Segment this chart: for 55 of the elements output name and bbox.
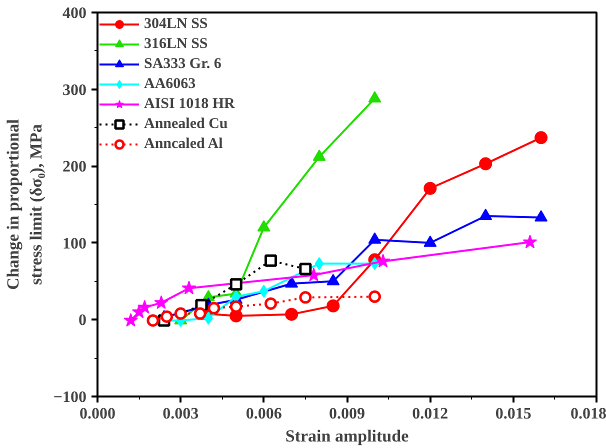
legend-label: AISI 1018 HR bbox=[144, 96, 235, 112]
point bbox=[230, 278, 242, 291]
point bbox=[285, 308, 298, 321]
point bbox=[314, 257, 324, 270]
point bbox=[368, 290, 381, 303]
y-tick-label: 200 bbox=[62, 158, 86, 176]
point bbox=[326, 299, 340, 312]
point bbox=[264, 297, 278, 310]
point bbox=[182, 280, 196, 294]
point bbox=[376, 254, 390, 268]
legend-label: Annealed Cu bbox=[144, 116, 228, 132]
point bbox=[368, 232, 382, 244]
x-tick-label: 0.009 bbox=[329, 406, 365, 422]
x-tick-label: 0.015 bbox=[495, 406, 532, 422]
point bbox=[312, 149, 326, 161]
y-tick-label: 100 bbox=[62, 235, 86, 252]
y-tick-label: −100 bbox=[53, 389, 87, 406]
x-axis-title: Strain amplitude bbox=[285, 426, 410, 446]
point bbox=[257, 220, 270, 232]
y-tick-label: 0 bbox=[78, 312, 86, 330]
legend-label: AA6063 bbox=[144, 76, 196, 92]
x-tick-label: 0.012 bbox=[412, 406, 448, 422]
legend-label: 316LN SS bbox=[144, 36, 208, 52]
point bbox=[230, 300, 242, 313]
y-axis-title: Change in proportional stress limit (δσ₀), MPa bbox=[4, 118, 46, 290]
point bbox=[124, 312, 138, 327]
point bbox=[285, 276, 298, 288]
point bbox=[208, 302, 220, 314]
point bbox=[534, 210, 548, 222]
point bbox=[264, 254, 278, 267]
y-tick-label: 400 bbox=[62, 5, 86, 22]
point bbox=[137, 300, 152, 314]
legend-label: SA333 Gr. 6 bbox=[144, 56, 222, 72]
point bbox=[194, 307, 206, 320]
point bbox=[299, 262, 312, 276]
point bbox=[424, 235, 437, 247]
y-tick-label: 300 bbox=[62, 82, 86, 99]
point bbox=[204, 312, 213, 325]
point bbox=[522, 234, 538, 248]
point bbox=[424, 182, 437, 195]
point bbox=[479, 157, 492, 170]
x-tick-label: 0.006 bbox=[246, 406, 282, 422]
point bbox=[326, 274, 340, 286]
x-tick-label: 0.000 bbox=[80, 406, 116, 422]
point bbox=[154, 295, 168, 309]
x-tick-label: 0.003 bbox=[162, 406, 199, 422]
point bbox=[160, 310, 174, 323]
point bbox=[299, 291, 312, 304]
legend-label: 304LN SS bbox=[144, 16, 208, 32]
point bbox=[479, 208, 492, 220]
point bbox=[259, 284, 268, 298]
point bbox=[174, 307, 187, 320]
point bbox=[368, 91, 382, 102]
legend-label: Anncaled Al bbox=[144, 136, 223, 152]
x-tick-label: 0.018 bbox=[570, 406, 606, 422]
